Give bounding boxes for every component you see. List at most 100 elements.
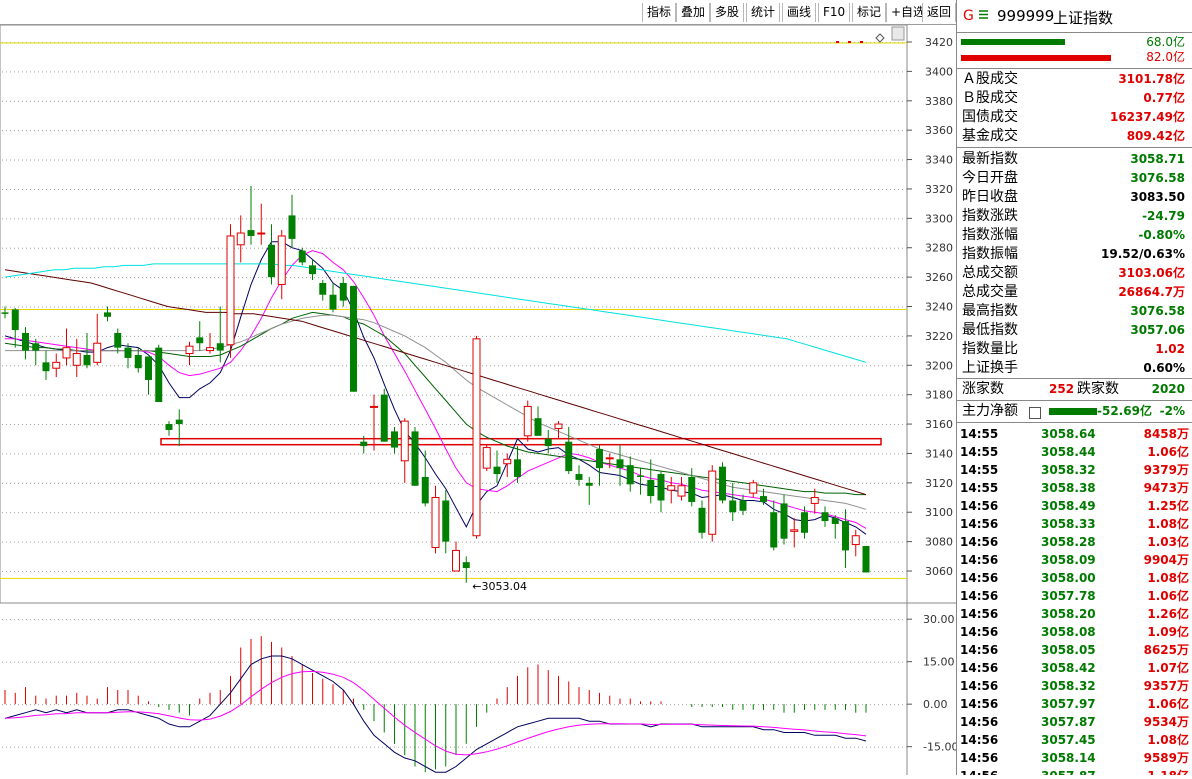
f10-button[interactable]: F10 (818, 3, 850, 22)
grid-dot (826, 453, 827, 454)
grid-dot (330, 483, 331, 484)
grid-dot (106, 483, 107, 484)
grid-dot (210, 71, 211, 72)
grid-dot (602, 395, 603, 396)
grid-dot (26, 130, 27, 131)
grid-dot (590, 130, 591, 131)
grid-dot (182, 512, 183, 513)
grid-dot (858, 336, 859, 337)
grid-dot (302, 512, 303, 513)
grid-dot (22, 307, 23, 308)
macd-grid-dot (390, 619, 391, 620)
mark-button[interactable]: 标记 (852, 3, 886, 22)
grid-dot (122, 71, 123, 72)
grid-dot (246, 248, 247, 249)
grid-dot (546, 307, 547, 308)
macd-grid-dot (690, 619, 691, 620)
grid-dot (226, 71, 227, 72)
grid-dot (350, 71, 351, 72)
grid-dot (182, 453, 183, 454)
macd-grid-dot (390, 704, 391, 705)
grid-dot (406, 307, 407, 308)
grid-dot (310, 336, 311, 337)
grid-dot (550, 248, 551, 249)
grid-dot (334, 130, 335, 131)
draw-line-button[interactable]: 画线 (782, 3, 816, 22)
macd-grid-dot (606, 704, 607, 705)
grid-dot (354, 571, 355, 572)
grid-dot (870, 248, 871, 249)
grid-dot (854, 160, 855, 161)
grid-dot (178, 130, 179, 131)
macd-grid-dot (550, 662, 551, 663)
grid-dot (866, 395, 867, 396)
macd-grid-dot (886, 662, 887, 663)
grid-dot (418, 277, 419, 278)
macd-grid-dot (650, 704, 651, 705)
grid-dot (278, 101, 279, 102)
overlay-button[interactable]: 叠加 (676, 3, 710, 22)
grid-dot (382, 571, 383, 572)
macd-grid-dot (718, 619, 719, 620)
grid-dot (322, 71, 323, 72)
grid-dot (554, 189, 555, 190)
grid-dot (414, 160, 415, 161)
back-button[interactable]: 返回 (922, 3, 956, 22)
grid-dot (126, 218, 127, 219)
grid-dot (750, 189, 751, 190)
grid-dot (602, 160, 603, 161)
macd-grid-dot (878, 662, 879, 663)
grid-dot (370, 512, 371, 513)
grid-dot (330, 542, 331, 543)
macd-grid-dot (754, 662, 755, 663)
grid-dot (694, 512, 695, 513)
grid-dot (278, 453, 279, 454)
grid-dot (574, 277, 575, 278)
kline-chart-svg[interactable]: ←3053.04 3420340033803360334033203300328… (0, 25, 956, 775)
macd-grid-dot (490, 662, 491, 663)
grid-dot (34, 512, 35, 513)
grid-dot (298, 336, 299, 337)
grid-dot (450, 101, 451, 102)
grid-dot (378, 248, 379, 249)
grid-dot (890, 71, 891, 72)
grid-dot (446, 71, 447, 72)
multi-stock-button[interactable]: 多股 (710, 3, 744, 22)
grid-dot (598, 336, 599, 337)
grid-dot (606, 71, 607, 72)
grid-dot (902, 71, 903, 72)
macd-grid-dot (138, 619, 139, 620)
macd-grid-dot (210, 619, 211, 620)
grid-dot (174, 365, 175, 366)
grid-dot (722, 365, 723, 366)
grid-dot (370, 542, 371, 543)
grid-dot (318, 130, 319, 131)
grid-dot (798, 130, 799, 131)
macd-grid-dot (34, 704, 35, 705)
macd-grid-dot (290, 619, 291, 620)
grid-dot (654, 218, 655, 219)
statistics-button[interactable]: 统计 (746, 3, 780, 22)
grid-dot (570, 336, 571, 337)
grid-dot (874, 571, 875, 572)
grid-dot (70, 483, 71, 484)
grid-dot (710, 395, 711, 396)
grid-dot (58, 512, 59, 513)
macd-grid-dot (174, 619, 175, 620)
grid-dot (98, 395, 99, 396)
grid-dot (266, 277, 267, 278)
grid-dot (722, 71, 723, 72)
grid-dot (698, 571, 699, 572)
grid-dot (846, 336, 847, 337)
grid-dot (514, 248, 515, 249)
grid-dot (626, 71, 627, 72)
grid-dot (254, 307, 255, 308)
grid-dot (310, 483, 311, 484)
grid-dot (134, 160, 135, 161)
grid-dot (174, 71, 175, 72)
macd-grid-dot (786, 662, 787, 663)
grid-dot (58, 424, 59, 425)
indicator-button[interactable]: 指标 (642, 3, 676, 22)
grid-dot (210, 571, 211, 572)
